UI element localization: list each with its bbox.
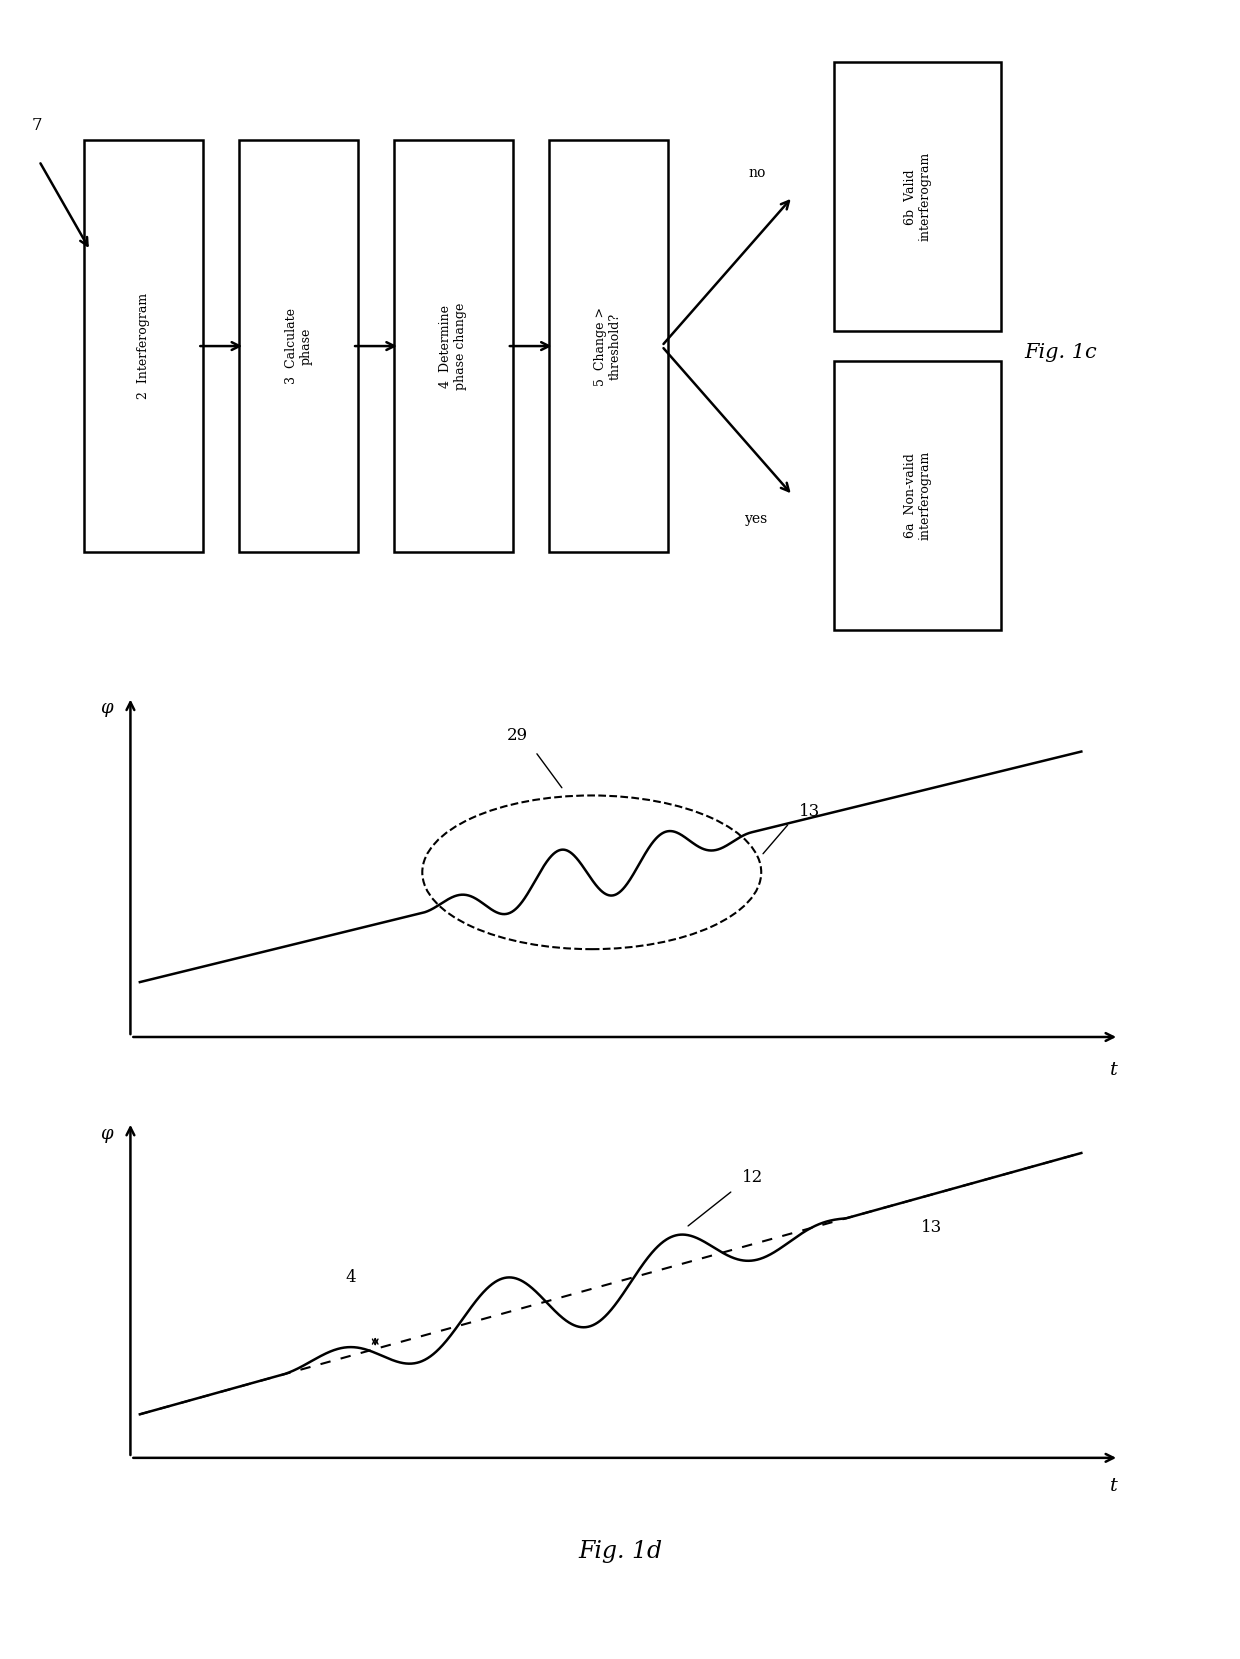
- Text: 7: 7: [31, 116, 42, 134]
- Text: 13: 13: [921, 1219, 942, 1236]
- FancyBboxPatch shape: [84, 139, 203, 552]
- Text: 6b  Valid
interferogram: 6b Valid interferogram: [904, 153, 931, 241]
- FancyBboxPatch shape: [239, 139, 358, 552]
- Text: Fig. 1d: Fig. 1d: [578, 1540, 662, 1563]
- Text: t: t: [1110, 1477, 1118, 1495]
- Text: no: no: [748, 166, 765, 179]
- Text: 13: 13: [799, 803, 820, 821]
- FancyBboxPatch shape: [835, 362, 1001, 630]
- FancyBboxPatch shape: [835, 63, 1001, 332]
- Text: φ: φ: [100, 1125, 113, 1143]
- Text: 12: 12: [743, 1170, 764, 1186]
- Text: 29: 29: [507, 727, 528, 743]
- FancyBboxPatch shape: [548, 139, 667, 552]
- Text: φ: φ: [100, 698, 113, 717]
- Text: yes: yes: [745, 513, 769, 526]
- Text: 4: 4: [346, 1269, 356, 1286]
- FancyBboxPatch shape: [394, 139, 513, 552]
- Text: Fig. 1c: Fig. 1c: [1024, 342, 1097, 362]
- Text: 3  Calculate
phase: 3 Calculate phase: [285, 309, 312, 385]
- Text: 2  Interferogram: 2 Interferogram: [138, 294, 150, 400]
- Text: t: t: [1110, 1062, 1118, 1078]
- Text: 6a  Non-valid
interferogram: 6a Non-valid interferogram: [904, 451, 931, 539]
- Text: 4  Determine
phase change: 4 Determine phase change: [439, 302, 467, 390]
- Text: 5  Change >
threshold?: 5 Change > threshold?: [594, 307, 622, 385]
